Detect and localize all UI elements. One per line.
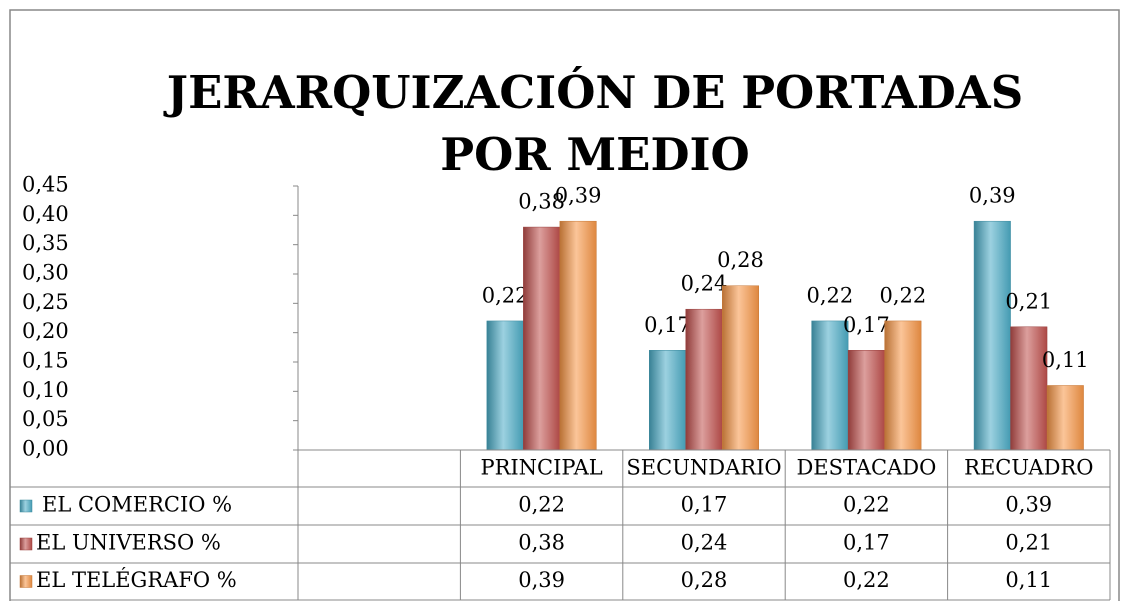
table-cell: 0,39	[1005, 493, 1052, 517]
y-tick-label: 0,10	[22, 378, 69, 402]
table-cell: 0,39	[518, 568, 565, 592]
data-label: 0,17	[644, 313, 691, 337]
data-label: 0,28	[717, 248, 764, 272]
table-cell: 0,22	[518, 493, 565, 517]
data-label: 0,21	[1005, 289, 1052, 313]
table-cell: 0,28	[681, 568, 728, 592]
bar	[847, 350, 885, 451]
legend-key	[19, 499, 33, 513]
x-tick-label: RECUADRO	[964, 456, 1093, 480]
chart-border	[9, 9, 1120, 601]
chart-title: JERARQUIZACIÓN DE PORTADAS POR MEDIO	[166, 66, 1024, 181]
table-cell: 0,22	[843, 568, 890, 592]
data-label: 0,22	[482, 283, 529, 307]
y-tick-label: 0,45	[22, 173, 69, 197]
y-tick-label: 0,25	[22, 290, 69, 314]
y-tick-label: 0,40	[22, 202, 69, 226]
table-cell: 0,17	[843, 531, 890, 555]
table-cell: 0,21	[1005, 531, 1052, 555]
y-tick-label: 0,00	[22, 437, 69, 461]
y-tick-label: 0,05	[22, 407, 69, 431]
x-tick-label: SECUNDARIO	[626, 456, 781, 480]
bar	[811, 320, 849, 451]
bar	[1046, 385, 1084, 451]
data-label: 0,39	[969, 184, 1016, 208]
table-cell: 0,17	[681, 493, 728, 517]
bar	[722, 285, 759, 451]
legend-key	[19, 575, 33, 588]
x-tick-label: DESTACADO	[796, 456, 936, 480]
data-label: 0,38	[518, 190, 565, 214]
legend-label: EL COMERCIO %	[42, 493, 232, 517]
data-label: 0,22	[880, 283, 927, 307]
bar	[884, 320, 922, 451]
y-tick-label: 0,20	[22, 319, 69, 343]
y-tick-label: 0,30	[22, 261, 69, 285]
bar	[685, 308, 723, 451]
legend-label: EL TELÉGRAFO %	[36, 568, 237, 592]
data-label: 0,17	[843, 313, 890, 337]
bar	[523, 226, 561, 451]
bar	[1010, 326, 1048, 451]
bar	[486, 320, 524, 451]
data-label: 0,24	[681, 272, 728, 296]
data-label: 0,22	[807, 283, 854, 307]
table-cell: 0,24	[681, 531, 728, 555]
legend-label: EL UNIVERSO %	[36, 531, 221, 555]
bar	[649, 350, 686, 451]
table-cell: 0,38	[518, 531, 565, 555]
x-tick-label: PRINCIPAL	[480, 456, 602, 480]
y-tick-label: 0,35	[22, 231, 69, 255]
table-cell: 0,22	[843, 493, 890, 517]
legend-key	[19, 537, 33, 551]
data-label: 0,39	[555, 184, 602, 208]
bar	[559, 220, 597, 451]
data-label: 0,11	[1042, 348, 1089, 372]
y-tick-label: 0,15	[22, 349, 69, 373]
table-cell: 0,11	[1005, 568, 1052, 592]
bar	[973, 220, 1011, 451]
